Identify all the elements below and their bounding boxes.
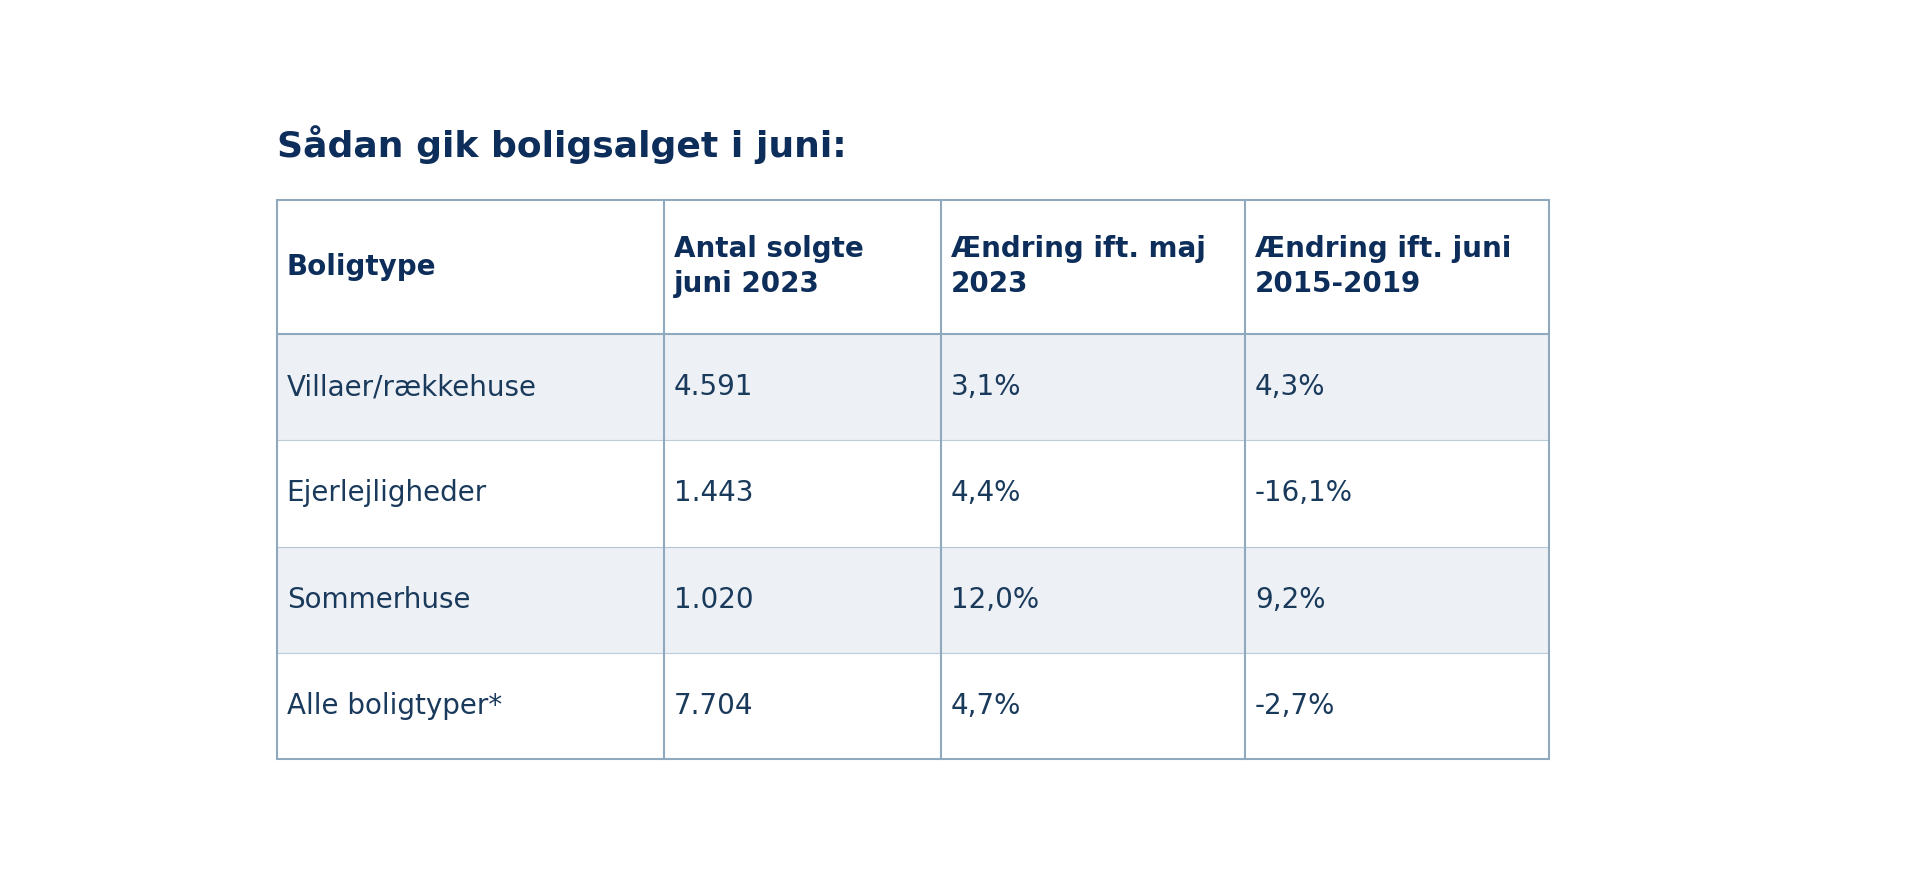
Text: 1.443: 1.443 (674, 479, 753, 507)
Text: 7.704: 7.704 (674, 692, 753, 720)
Text: -16,1%: -16,1% (1256, 479, 1354, 507)
Text: 4,7%: 4,7% (950, 692, 1021, 720)
Text: Ændring ift. juni
2015-2019: Ændring ift. juni 2015-2019 (1256, 236, 1511, 298)
Text: Ændring ift. maj
2023: Ændring ift. maj 2023 (950, 236, 1206, 298)
Text: 1.020: 1.020 (674, 586, 753, 614)
Text: Sommerhuse: Sommerhuse (286, 586, 470, 614)
Text: Antal solgte
juni 2023: Antal solgte juni 2023 (674, 236, 864, 298)
Text: 4.591: 4.591 (674, 373, 753, 401)
Text: Alle boligtyper*: Alle boligtyper* (286, 692, 501, 720)
Text: Villaer/rækkehuse: Villaer/rækkehuse (286, 373, 538, 401)
Text: 4,4%: 4,4% (950, 479, 1021, 507)
Text: 9,2%: 9,2% (1256, 586, 1325, 614)
Text: -2,7%: -2,7% (1256, 692, 1334, 720)
Text: 3,1%: 3,1% (950, 373, 1021, 401)
Text: Boligtype: Boligtype (286, 253, 436, 280)
Text: 12,0%: 12,0% (950, 586, 1039, 614)
Text: 4,3%: 4,3% (1256, 373, 1325, 401)
Text: Sådan gik boligsalget i juni:: Sådan gik boligsalget i juni: (276, 125, 847, 164)
Text: Ejerlejligheder: Ejerlejligheder (286, 479, 488, 507)
